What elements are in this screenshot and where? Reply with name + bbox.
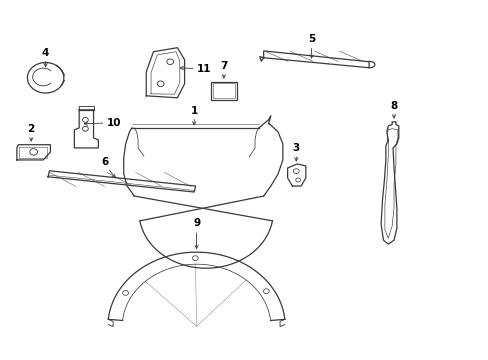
Text: 10: 10 bbox=[107, 118, 121, 128]
Text: 8: 8 bbox=[389, 101, 397, 111]
Text: 5: 5 bbox=[307, 35, 315, 45]
Text: 3: 3 bbox=[292, 143, 299, 153]
Text: 9: 9 bbox=[193, 218, 200, 228]
Text: 7: 7 bbox=[220, 60, 227, 71]
Bar bbox=[212, 84, 235, 98]
Text: 2: 2 bbox=[27, 124, 35, 134]
Text: 1: 1 bbox=[190, 106, 198, 116]
Text: 11: 11 bbox=[196, 64, 211, 73]
Text: 6: 6 bbox=[101, 157, 108, 167]
Bar bbox=[210, 82, 237, 100]
Text: 4: 4 bbox=[42, 48, 49, 58]
